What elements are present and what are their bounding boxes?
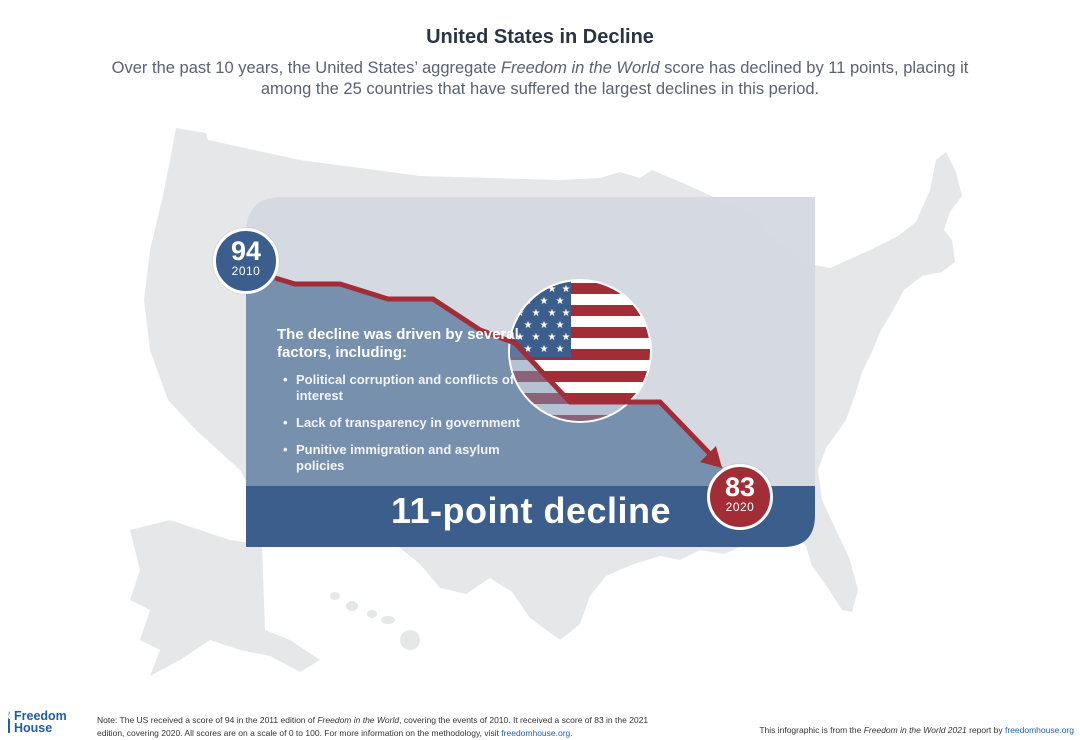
source-text: This infographic is from the [759, 725, 864, 735]
svg-text:★: ★ [540, 344, 549, 355]
logo-line-1: Freedom [14, 709, 67, 723]
subtitle-text-end: score has declined by 11 points, placing… [260, 59, 969, 98]
svg-text:★: ★ [532, 308, 541, 319]
freedomhouse-link[interactable]: freedomhouse.org [1005, 725, 1074, 735]
factor-item: Political corruption and conflicts of in… [277, 372, 537, 404]
svg-text:★: ★ [548, 332, 557, 343]
footer-source: This infographic is from the Freedom in … [759, 725, 1074, 735]
score-value: 94 [230, 236, 262, 266]
score-year: 2020 [725, 500, 755, 514]
score-year: 2010 [231, 264, 261, 278]
source-report-name: Freedom in the World 2021 [863, 725, 967, 735]
decline-factors: The decline was driven by several factor… [277, 326, 537, 485]
note-text-cont: , covering the events of 2010. It receiv… [97, 715, 649, 738]
us-flag-icon: ★★★★ ★★★ ★★★★ ★★★ ★★★★ ★★★ [508, 279, 652, 423]
decline-line [274, 275, 714, 458]
note-report-name: Freedom in the World [317, 715, 400, 725]
svg-text:★: ★ [540, 320, 549, 331]
svg-text:★: ★ [556, 296, 565, 307]
source-text-cont: report by [966, 725, 1005, 735]
svg-text:★: ★ [562, 332, 571, 343]
torch-icon [8, 711, 10, 733]
note-text: Note: The US received a score of 94 in t… [97, 715, 318, 725]
hawaii-silhouette [330, 592, 420, 650]
svg-text:★: ★ [524, 320, 533, 331]
svg-text:★: ★ [562, 308, 571, 319]
subtitle-report-name: Freedom in the World [500, 59, 660, 77]
arrowhead-icon [700, 446, 722, 468]
methodology-link[interactable]: freedomhouse.org [501, 728, 571, 738]
alaska-silhouette [130, 520, 320, 676]
factor-item: Punitive immigration and asylum policies [277, 442, 537, 474]
score-value: 83 [724, 472, 756, 502]
page-title: United States in Decline [426, 26, 654, 48]
svg-text:★: ★ [556, 320, 565, 331]
note-end: . [570, 728, 573, 738]
svg-text:★: ★ [548, 308, 557, 319]
svg-text:★: ★ [516, 332, 525, 343]
decline-band [246, 486, 815, 547]
svg-text:★: ★ [548, 284, 557, 295]
svg-text:★: ★ [556, 344, 565, 355]
score-badge-2010: 94 2010 [213, 228, 279, 294]
factor-item: Lack of transparency in government [277, 415, 537, 431]
svg-text:★: ★ [524, 344, 533, 355]
svg-text:★: ★ [540, 296, 549, 307]
decline-label: 11-point decline [390, 490, 672, 531]
subtitle-text: Over the past 10 years, the United State… [111, 59, 501, 77]
freedom-house-logo: Freedom House [6, 710, 67, 734]
factors-heading: The decline was driven by several factor… [277, 326, 519, 361]
score-badge-2020: 83 2020 [707, 464, 773, 530]
logo-line-2: House [14, 721, 53, 735]
factors-list: Political corruption and conflicts of in… [277, 372, 537, 474]
svg-text:★: ★ [562, 284, 571, 295]
svg-text:★: ★ [532, 332, 541, 343]
footer-note: Note: The US received a score of 94 in t… [97, 714, 657, 740]
page-subtitle: Over the past 10 years, the United State… [100, 58, 980, 100]
